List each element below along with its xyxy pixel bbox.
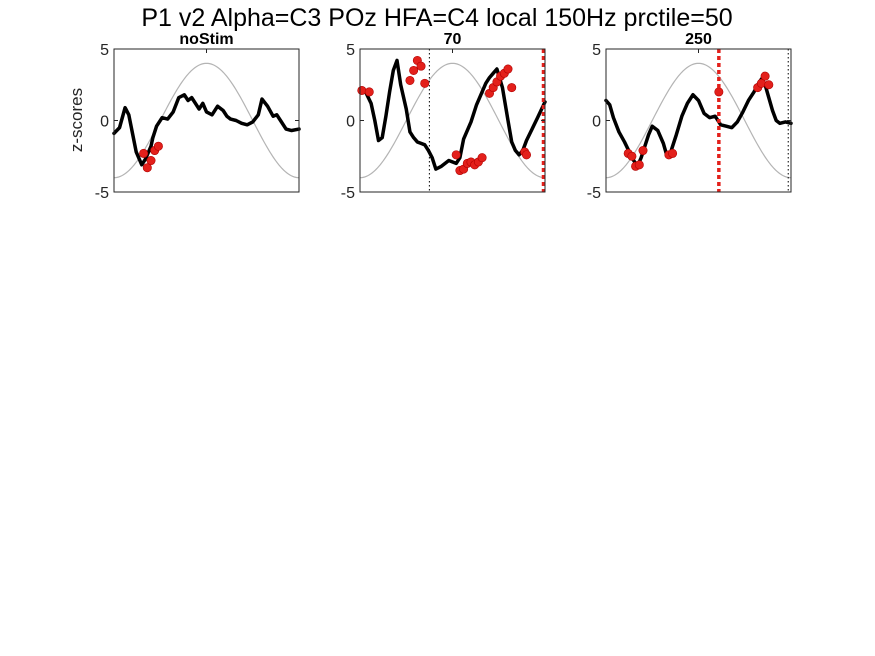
y-axis-label: z-scores [67, 88, 86, 152]
highlight-point-4 [153, 141, 163, 151]
plot-area [606, 49, 791, 192]
plot-area [360, 49, 545, 192]
highlight-point-14 [477, 153, 487, 163]
highlight-point-11 [764, 80, 774, 90]
highlight-point-0 [357, 85, 367, 95]
subplot-title: 250 [685, 31, 712, 48]
highlight-point-1 [142, 163, 152, 173]
signal-line [112, 93, 301, 167]
highlight-point-0 [139, 148, 149, 158]
highlight-point-1 [627, 151, 637, 161]
signal-line [358, 58, 547, 171]
y-tick-label: -5 [587, 185, 601, 202]
highlight-point-20 [503, 64, 513, 74]
subplot-grid: -5 0 5 noStim -5 0 5 70 -5 0 5 250 [95, 31, 793, 202]
highlight-point-21 [507, 83, 517, 93]
highlight-point-5 [416, 61, 426, 71]
y-tick-label: -5 [341, 185, 355, 202]
figure-title: P1 v2 Alpha=C3 POz HFA=C4 local 150Hz pr… [141, 4, 732, 32]
reference-wave [605, 62, 792, 179]
highlight-point-3 [634, 160, 644, 170]
plot-area [114, 49, 299, 192]
subplot-title: noStim [179, 31, 233, 48]
highlight-point-6 [668, 148, 678, 158]
subplot-title: 70 [444, 31, 462, 48]
y-tick-label: 5 [592, 42, 601, 59]
highlight-point-23 [521, 150, 531, 160]
highlight-point-7 [451, 150, 461, 160]
highlight-point-10 [760, 71, 770, 81]
highlight-point-1 [364, 87, 374, 97]
y-tick-label: -5 [95, 185, 109, 202]
y-tick-label: 0 [346, 114, 355, 131]
y-tick-label: 0 [100, 114, 109, 131]
highlight-point-3 [409, 65, 419, 75]
y-tick-label: 5 [346, 42, 355, 59]
subplot-2: -5 0 5 250 [587, 31, 793, 202]
highlight-point-6 [420, 78, 430, 88]
highlight-point-2 [405, 75, 415, 85]
subplot-1: -5 0 5 70 [341, 31, 547, 202]
subplot-0: -5 0 5 noStim [95, 31, 301, 202]
y-tick-label: 0 [592, 114, 601, 131]
y-tick-label: 5 [100, 42, 109, 59]
highlight-point-2 [146, 156, 156, 166]
highlight-point-4 [638, 146, 648, 156]
